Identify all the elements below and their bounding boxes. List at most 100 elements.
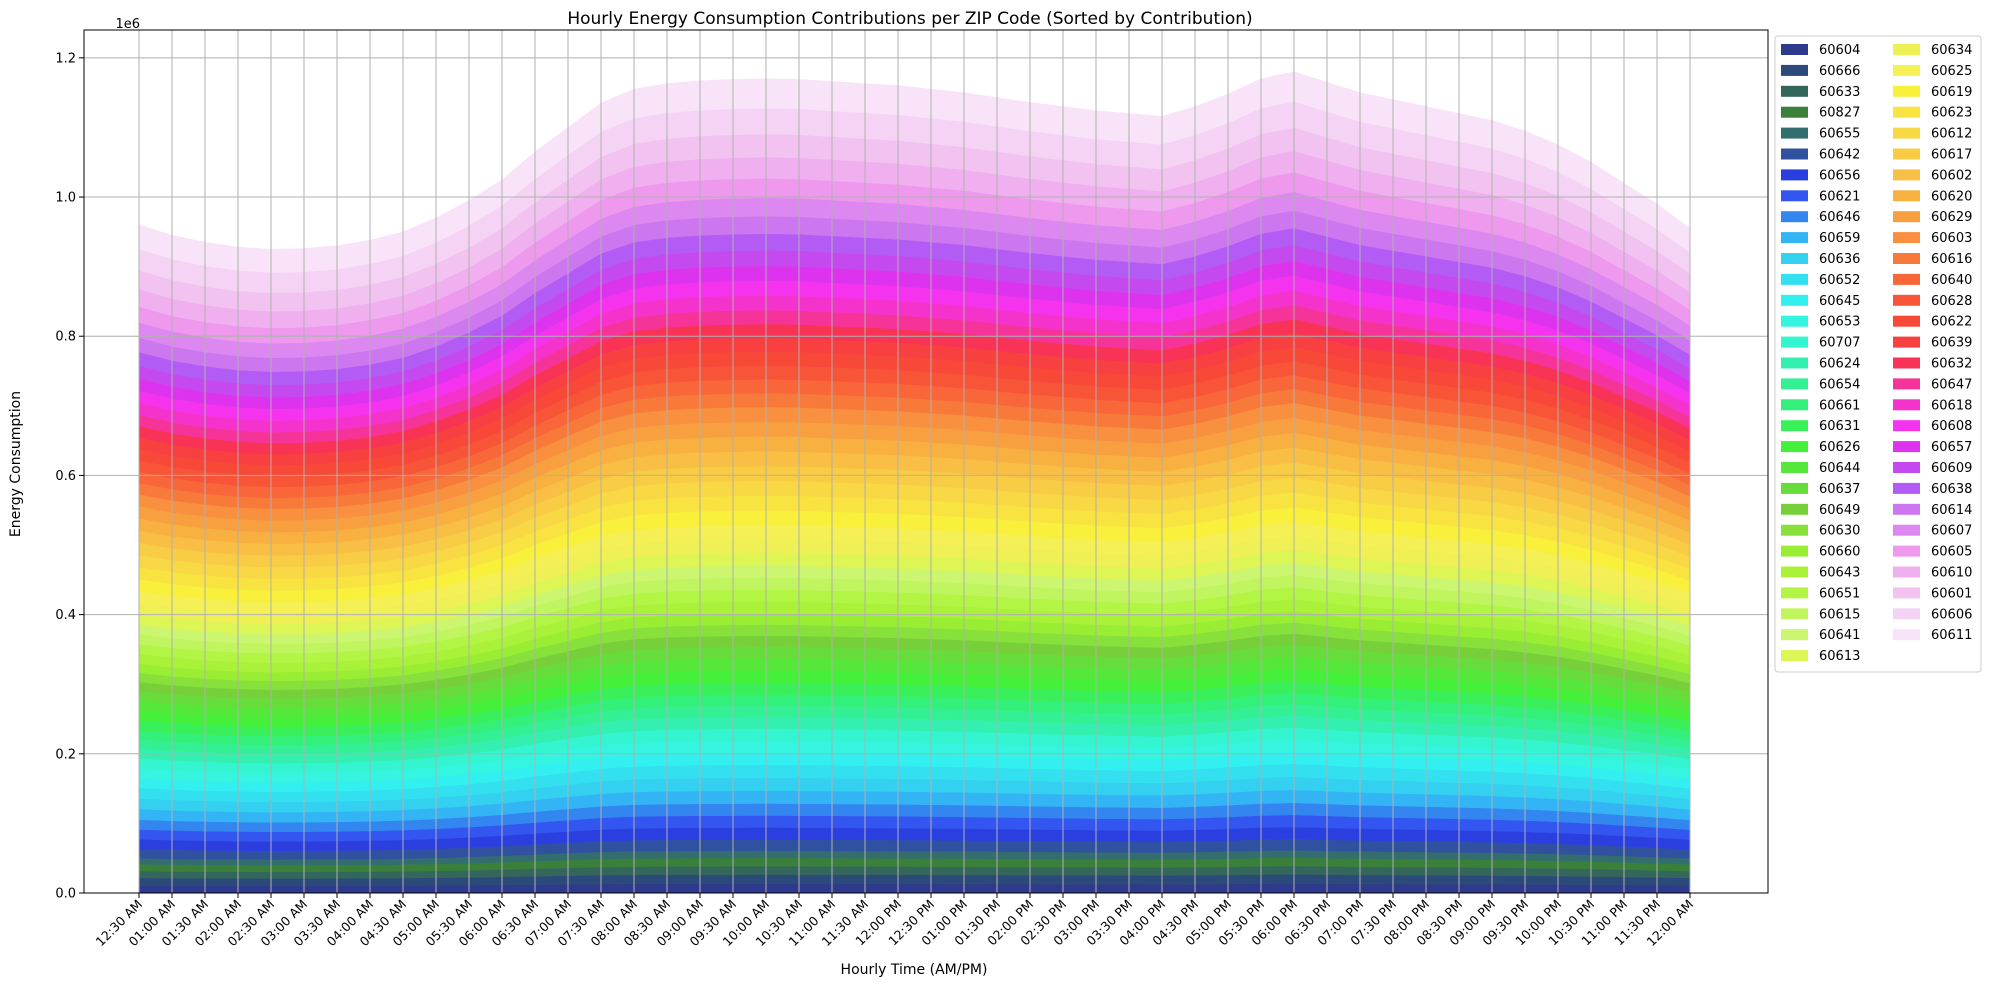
legend-label: 60640	[1931, 273, 1972, 288]
legend-label: 60630	[1819, 524, 1860, 539]
legend-swatch	[1893, 336, 1920, 348]
legend-label: 60646	[1819, 210, 1860, 225]
area-series-group	[138, 71, 1691, 894]
legend-swatch	[1893, 64, 1920, 76]
chart-title: Hourly Energy Consumption Contributions …	[567, 9, 1252, 29]
legend-swatch	[1893, 420, 1920, 432]
legend-label: 60643	[1819, 566, 1860, 581]
legend-label: 60642	[1819, 148, 1860, 163]
legend-label: 60644	[1819, 461, 1860, 476]
legend-label: 60617	[1931, 148, 1972, 163]
legend-swatch	[1893, 232, 1920, 244]
legend-swatch	[1893, 503, 1920, 515]
legend-swatch	[1781, 399, 1808, 411]
legend-label: 60606	[1931, 607, 1972, 622]
legend-label: 60652	[1819, 273, 1860, 288]
legend-label: 60637	[1819, 482, 1860, 497]
legend-swatch	[1781, 587, 1808, 599]
y-tick-label: 0.6	[55, 469, 76, 484]
legend-label: 60647	[1931, 377, 1972, 392]
legend-swatch	[1893, 566, 1920, 578]
legend-label: 60651	[1819, 586, 1860, 601]
legend-swatch	[1781, 148, 1808, 160]
legend-label: 60622	[1931, 315, 1972, 330]
legend-label: 60609	[1931, 461, 1972, 476]
legend-swatch	[1781, 378, 1808, 390]
legend-label: 60628	[1931, 294, 1972, 309]
legend-swatch	[1781, 64, 1808, 76]
legend-label: 60605	[1931, 545, 1972, 560]
legend-swatch	[1781, 44, 1808, 55]
legend-swatch	[1893, 253, 1920, 264]
legend-label: 60636	[1819, 252, 1860, 267]
legend-swatch	[1893, 315, 1920, 327]
legend-swatch	[1893, 169, 1920, 181]
y-tick-label: 0.8	[55, 330, 76, 345]
legend-swatch	[1781, 629, 1808, 641]
legend-label: 60612	[1931, 127, 1972, 142]
legend-label: 60611	[1931, 628, 1972, 643]
legend-label: 60649	[1819, 503, 1860, 518]
legend-label: 60601	[1931, 586, 1972, 601]
legend-swatch	[1893, 524, 1920, 536]
legend-swatch	[1893, 378, 1920, 390]
legend-swatch	[1781, 85, 1808, 97]
legend-label: 60629	[1931, 210, 1972, 225]
legend-swatch	[1781, 420, 1808, 432]
legend-label: 60619	[1931, 85, 1972, 100]
legend-swatch	[1781, 336, 1808, 348]
legend: 60604 60666 60633 60827 60655 60642 60656 60621…	[1774, 35, 1982, 673]
legend-swatch	[1781, 232, 1808, 244]
y-tick-label: 0.4	[55, 608, 76, 623]
legend-box	[1774, 35, 1982, 673]
legend-swatch	[1893, 587, 1920, 599]
legend-label: 60615	[1819, 607, 1860, 622]
legend-swatch	[1781, 273, 1808, 285]
legend-swatch	[1781, 106, 1808, 118]
legend-swatch	[1893, 545, 1920, 557]
legend-swatch	[1781, 566, 1808, 578]
legend-label: 60707	[1819, 336, 1860, 351]
y-axis-label: Energy Consumption	[8, 391, 24, 537]
y-tick-label: 0.0	[55, 887, 76, 902]
legend-label: 60607	[1931, 524, 1972, 539]
legend-label: 60618	[1931, 398, 1972, 413]
legend-swatch	[1893, 441, 1920, 453]
legend-swatch	[1893, 608, 1920, 620]
legend-swatch	[1781, 127, 1808, 139]
legend-swatch	[1781, 190, 1808, 202]
legend-label: 60603	[1931, 231, 1972, 246]
legend-swatch	[1781, 608, 1808, 620]
legend-swatch	[1893, 462, 1920, 473]
plot-frame	[83, 29, 1769, 894]
legend-swatch	[1893, 482, 1920, 494]
legend-swatch	[1781, 294, 1808, 306]
legend-label: 60608	[1931, 419, 1972, 434]
legend-label: 60639	[1931, 336, 1972, 351]
legend-swatch	[1893, 211, 1920, 223]
y-tick-label: 1.0	[55, 191, 76, 206]
legend-label: 60659	[1819, 231, 1860, 246]
legend-label: 60641	[1819, 628, 1860, 643]
legend-label: 60656	[1819, 168, 1860, 183]
legend-swatch	[1893, 629, 1920, 641]
legend-swatch	[1781, 503, 1808, 515]
legend-label: 60660	[1819, 545, 1860, 560]
legend-label: 60610	[1931, 566, 1972, 581]
legend-swatch	[1893, 294, 1920, 306]
legend-label: 60666	[1819, 64, 1860, 79]
legend-swatch	[1893, 85, 1920, 97]
legend-label: 60626	[1819, 440, 1860, 455]
legend-label: 60614	[1931, 503, 1972, 518]
legend-label: 60624	[1819, 357, 1860, 372]
x-axis-label: Hourly Time (AM/PM)	[841, 962, 988, 978]
legend-swatch	[1781, 169, 1808, 181]
legend-swatch	[1893, 127, 1920, 139]
legend-label: 60632	[1931, 357, 1972, 372]
legend-label: 60625	[1931, 64, 1972, 79]
y-multiplier-label: 1e6	[115, 17, 140, 32]
y-axis-ticks: 0.0 0.2 0.4 0.6 0.8 1.0 1.2	[55, 51, 84, 902]
legend-label: 60655	[1819, 127, 1860, 142]
